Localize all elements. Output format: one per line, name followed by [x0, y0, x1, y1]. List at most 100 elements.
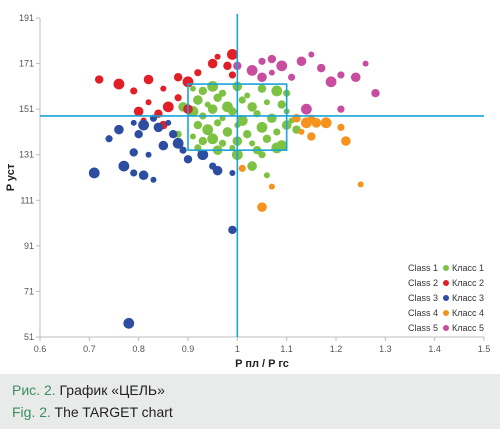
data-point-class-4 [238, 164, 246, 172]
data-point-class-1 [243, 130, 252, 139]
legend-label-ru: Класс 5 [452, 323, 484, 333]
data-point-class-3 [130, 119, 137, 126]
legend-label-ru: Класс 3 [452, 293, 484, 303]
data-point-class-1 [263, 99, 270, 106]
x-tick-label: 1.5 [478, 344, 491, 354]
data-point-class-3 [145, 151, 152, 158]
data-point-class-4 [257, 202, 267, 212]
data-point-class-1 [249, 140, 256, 147]
data-point-class-1 [207, 80, 219, 92]
caption-en-text: The TARGET chart [54, 404, 173, 420]
x-tick-label: 0.9 [182, 344, 195, 354]
caption-ru-prefix: Рис. 2. [12, 382, 56, 398]
data-point-class-3 [228, 225, 237, 235]
x-tick-label: 0.6 [34, 344, 47, 354]
y-tick-label: 171 [19, 59, 34, 69]
legend-label-en: Class 1 [408, 263, 438, 273]
data-point-class-3 [179, 146, 187, 154]
data-point-class-2 [174, 94, 182, 102]
data-point-class-3 [169, 130, 178, 139]
data-point-class-2 [143, 74, 154, 85]
data-point-class-1 [222, 127, 233, 137]
data-point-class-5 [276, 60, 288, 72]
data-point-class-1 [207, 104, 218, 114]
data-point-class-5 [308, 51, 315, 58]
data-point-class-2 [214, 53, 221, 60]
data-point-class-1 [271, 85, 283, 97]
data-point-class-3 [88, 167, 100, 179]
data-point-class-3 [183, 155, 193, 164]
y-tick-label: 91 [24, 241, 34, 251]
data-point-class-2 [130, 87, 138, 95]
data-point-class-3 [134, 130, 143, 139]
data-point-class-1 [202, 124, 214, 136]
data-point-class-1 [277, 100, 286, 109]
data-point-class-4 [298, 128, 305, 135]
x-tick-label: 1.1 [280, 344, 293, 354]
data-point-class-3 [129, 148, 138, 157]
caption-en: Fig. 2. The TARGET chart [12, 404, 173, 420]
data-point-class-5 [317, 63, 326, 73]
data-point-class-1 [189, 85, 196, 92]
data-point-class-5 [257, 72, 267, 83]
data-point-class-3 [138, 170, 149, 181]
legend-marker [443, 280, 449, 286]
data-point-class-3 [114, 124, 124, 135]
data-point-class-5 [296, 56, 307, 67]
data-point-class-3 [123, 317, 135, 329]
data-point-class-3 [229, 169, 236, 176]
caption-en-prefix: Fig. 2. [12, 404, 51, 420]
y-tick-label: 51 [24, 332, 34, 342]
caption-panel: Рис. 2. График «ЦЕЛЬ» Fig. 2. The TARGET… [0, 374, 500, 429]
data-point-class-2 [207, 58, 218, 69]
data-point-class-5 [325, 76, 337, 88]
data-point-class-2 [194, 69, 202, 77]
data-point-class-4 [311, 118, 322, 128]
data-point-class-3 [165, 119, 172, 126]
x-tick-label: 0.8 [132, 344, 145, 354]
x-axis-title: P пл / P гс [235, 358, 289, 370]
legend-marker [443, 265, 449, 271]
data-point-class-4 [341, 136, 351, 146]
data-point-class-5 [267, 54, 277, 64]
data-point-class-4 [357, 181, 364, 188]
data-point-class-5 [246, 65, 258, 76]
x-tick-label: 1.2 [330, 344, 343, 354]
data-point-class-1 [198, 136, 207, 146]
y-axis-title: P уст [5, 163, 17, 191]
data-point-class-1 [189, 133, 196, 140]
data-point-class-1 [258, 151, 266, 159]
legend-marker [443, 295, 449, 301]
x-tick-label: 0.7 [83, 344, 96, 354]
data-point-class-1 [228, 107, 237, 116]
data-point-class-1 [256, 121, 268, 133]
data-point-class-4 [307, 132, 316, 141]
data-point-class-1 [267, 113, 277, 124]
scatter-chart: 0.6 0.7 0.8 0.9 1 1.1 1.2 1.3 1.4 1.5 51 71 91 111 131… [5, 13, 491, 370]
legend-marker [443, 325, 449, 331]
legend-label-ru: Класс 1 [452, 263, 484, 273]
data-point-class-2 [133, 106, 144, 117]
data-point-class-1 [198, 86, 207, 96]
data-point-class-1 [271, 142, 283, 154]
data-point-class-2 [227, 49, 238, 60]
data-point-class-3 [158, 140, 169, 151]
data-point-class-2 [223, 61, 232, 71]
data-point-class-5 [337, 71, 345, 79]
data-point-class-1 [263, 172, 270, 179]
data-point-class-5 [350, 72, 361, 83]
data-point-class-2 [95, 75, 104, 84]
data-point-class-1 [214, 119, 222, 127]
y-tick-label: 111 [20, 195, 34, 205]
data-point-class-1 [262, 134, 272, 143]
data-point-class-3 [105, 135, 113, 143]
data-point-class-1 [213, 93, 222, 102]
data-point-class-1 [257, 84, 267, 93]
x-tick-label: 1.3 [379, 344, 392, 354]
data-point-class-3 [172, 137, 184, 149]
data-point-class-5 [301, 103, 312, 115]
data-point-class-4 [337, 123, 345, 131]
data-point-class-1 [193, 120, 203, 130]
data-point-class-2 [162, 101, 174, 113]
